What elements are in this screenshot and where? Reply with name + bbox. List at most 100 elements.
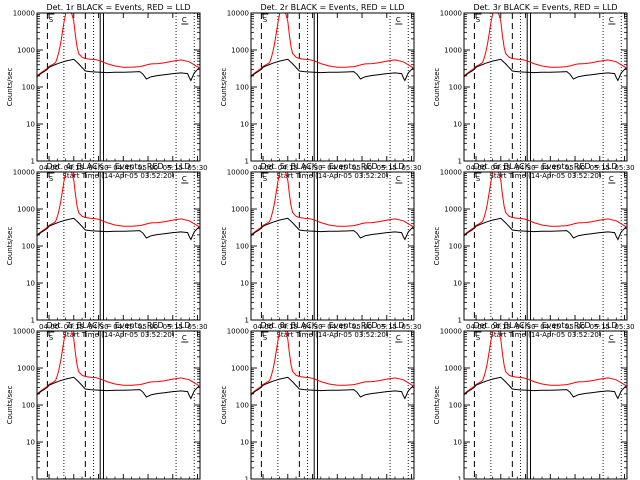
y-tick-label: 10000 xyxy=(13,10,35,18)
series-group xyxy=(251,172,414,241)
series-line-2 xyxy=(464,217,627,241)
x-tick-label: 04:45 xyxy=(327,323,347,331)
x-tick-label: 05:00 xyxy=(352,164,372,172)
flag-s: S xyxy=(49,334,54,342)
x-tick-label: 05:15 xyxy=(590,323,610,331)
x-axis-label: Start Time (14-Apr-05 03:52:20) xyxy=(62,172,174,180)
plot-frame xyxy=(36,12,201,162)
flag-c: C xyxy=(182,16,187,24)
markers xyxy=(260,331,409,479)
y-tick-label: 10000 xyxy=(227,169,249,177)
series-line-2 xyxy=(464,376,627,400)
panel-title: Det. 6r BLACK = Events, RED = LLD xyxy=(473,162,617,171)
plot-frame xyxy=(250,12,415,162)
series-group xyxy=(464,331,627,400)
y-axis-label: Counts/sec xyxy=(433,386,441,425)
flag-s: S xyxy=(476,334,481,342)
y-tick-label: 10000 xyxy=(13,328,35,336)
series-line-2 xyxy=(251,217,414,241)
y-tick-label: 1000 xyxy=(444,47,462,55)
panel-6: Det. 6r BLACK = Events, RED = LLD 1 10 100 1… xyxy=(433,162,635,339)
y-tick-label: 1000 xyxy=(17,206,35,214)
x-tick-label: 05:15 xyxy=(377,323,397,331)
y-tick-label: 10000 xyxy=(440,169,462,177)
flag-s: S xyxy=(476,16,481,24)
plot-frame xyxy=(36,171,201,321)
panel-title: Det. 2r BLACK = Events, RED = LLD xyxy=(260,3,404,12)
y-tick-label: 100 xyxy=(22,84,35,92)
x-tick-label: 04:00 xyxy=(39,164,59,172)
y-tick-label: 1 xyxy=(245,158,249,166)
series-group xyxy=(251,331,414,400)
x-tick-label: 04:15 xyxy=(64,164,84,172)
x-tick-label: 04:30 xyxy=(88,164,108,172)
y-tick-label: 1 xyxy=(31,317,35,325)
plot-frame xyxy=(250,330,415,480)
x-tick-label: 04:45 xyxy=(113,323,133,331)
x-tick-label: 04:00 xyxy=(466,164,486,172)
series-group xyxy=(37,331,200,400)
x-tick-label: 05:15 xyxy=(163,323,183,331)
x-tick-label: 04:00 xyxy=(466,323,486,331)
y-tick-label: 10000 xyxy=(227,328,249,336)
x-tick-label: 04:00 xyxy=(253,323,273,331)
flag-s: S xyxy=(476,175,481,183)
flag-c: C xyxy=(182,175,187,183)
panel-title: Det. 7r BLACK = Events, RED = LLD xyxy=(46,321,190,330)
plot-frame xyxy=(463,12,628,162)
x-axis-label: Start Time (14-Apr-05 03:52:20) xyxy=(489,172,601,180)
panel-9: Det. 9r BLACK = Events, RED = LLD 1 10 100 1… xyxy=(433,321,628,480)
y-axis-label: Counts/sec xyxy=(6,68,14,107)
y-axis-label: Counts/sec xyxy=(433,68,441,107)
flag-s: S xyxy=(263,175,268,183)
x-tick-label: 04:45 xyxy=(113,164,133,172)
x-tick-label: 05:30 xyxy=(187,164,207,172)
y-axis-label: Counts/sec xyxy=(220,68,228,107)
series-line-1 xyxy=(37,13,200,77)
x-tick-label: 05:30 xyxy=(187,323,207,331)
y-tick-label: 10 xyxy=(240,439,249,447)
markers xyxy=(46,13,195,161)
markers xyxy=(473,13,622,161)
x-tick-label: 05:15 xyxy=(163,164,183,172)
y-tick-label: 10 xyxy=(240,121,249,129)
series-line-2 xyxy=(464,58,627,82)
series-line-2 xyxy=(37,376,200,400)
plot-frame xyxy=(36,330,201,480)
x-tick-label: 05:15 xyxy=(590,164,610,172)
x-tick-label: 05:30 xyxy=(401,323,421,331)
y-axis-label: Counts/sec xyxy=(220,227,228,266)
x-tick-label: 04:30 xyxy=(88,323,108,331)
y-tick-label: 100 xyxy=(449,84,462,92)
y-tick-label: 100 xyxy=(449,243,462,251)
y-axis-label: Counts/sec xyxy=(220,386,228,425)
y-tick-label: 1000 xyxy=(231,206,249,214)
flag-c: C xyxy=(396,334,401,342)
markers xyxy=(260,13,409,161)
y-tick-label: 10 xyxy=(26,439,35,447)
y-tick-label: 1000 xyxy=(231,47,249,55)
y-tick-label: 1000 xyxy=(444,365,462,373)
x-tick-label: 05:00 xyxy=(138,323,158,331)
series-line-2 xyxy=(37,58,200,82)
panel-title: Det. 5r BLACK = Events, RED = LLD xyxy=(260,162,404,171)
y-tick-label: 1 xyxy=(245,476,249,480)
flag-c: C xyxy=(609,16,614,24)
y-axis-label: Counts/sec xyxy=(433,227,441,266)
panel-8: Det. 8r BLACK = Events, RED = LLD 1 10 100 1… xyxy=(220,321,415,480)
y-tick-label: 10000 xyxy=(13,169,35,177)
series-line-2 xyxy=(251,58,414,82)
x-tick-label: 05:00 xyxy=(565,323,585,331)
series-line-1 xyxy=(37,331,200,395)
y-tick-label: 10 xyxy=(453,280,462,288)
y-tick-label: 1 xyxy=(458,158,462,166)
panel-title: Det. 8r BLACK = Events, RED = LLD xyxy=(260,321,404,330)
series-group xyxy=(37,172,200,241)
flag-s: S xyxy=(263,334,268,342)
plot-frame xyxy=(250,171,415,321)
panel-title: Det. 1r BLACK = Events, RED = LLD xyxy=(46,3,190,12)
y-tick-label: 10000 xyxy=(440,328,462,336)
flag-c: C xyxy=(609,175,614,183)
flag-c: C xyxy=(396,16,401,24)
